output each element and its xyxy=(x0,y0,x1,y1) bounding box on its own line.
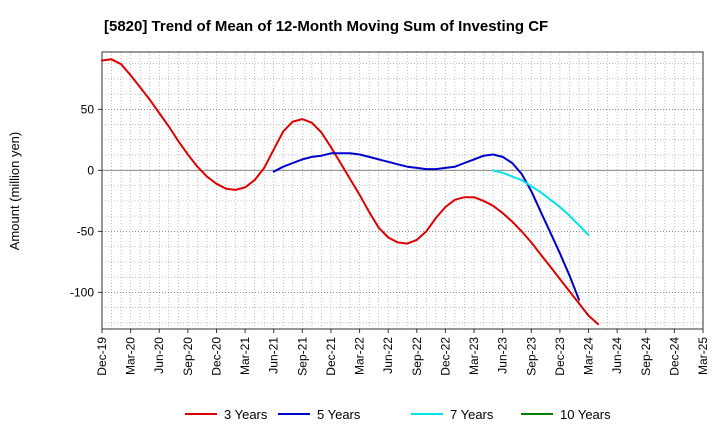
legend-label-7-years: 7 Years xyxy=(450,407,494,422)
x-tick-label: Mar-21 xyxy=(238,337,252,375)
series-line-7-years xyxy=(492,169,590,236)
x-axis: Dec-19 Mar-20 Jun-20 Sep-20 Dec-20 Mar-21 Jun-… xyxy=(95,329,710,376)
x-tick-label: Mar-20 xyxy=(124,337,138,375)
x-tick-label: Dec-20 xyxy=(209,337,223,376)
x-tick-label: Sep-21 xyxy=(295,337,309,376)
x-tick-label: Jun-21 xyxy=(267,337,281,374)
y-tick-label: 50 xyxy=(81,102,95,116)
x-tick-label: Sep-22 xyxy=(410,337,424,376)
series-line-3-years xyxy=(101,58,600,326)
x-tick-label: Dec-19 xyxy=(95,337,109,376)
x-tick-label: Sep-23 xyxy=(524,337,538,376)
x-tick-label: Sep-24 xyxy=(639,337,653,376)
y-tick-label: 0 xyxy=(87,163,94,177)
x-tick-label: Jun-22 xyxy=(381,337,395,374)
y-axis: 50 0 -50 -100 xyxy=(70,102,102,299)
x-tick-label: Mar-22 xyxy=(353,337,367,375)
x-tick-label: Sep-20 xyxy=(181,337,195,376)
plot-area xyxy=(101,51,704,330)
x-tick-label: Dec-23 xyxy=(553,337,567,376)
legend-label-10-years: 10 Years xyxy=(560,407,611,422)
legend: 3 Years 5 Years 7 Years 10 Years xyxy=(185,407,611,422)
x-tick-label: Jun-23 xyxy=(496,337,510,374)
grid xyxy=(102,52,703,329)
chart-title: [5820] Trend of Mean of 12-Month Moving … xyxy=(104,18,548,35)
x-tick-label: Jun-20 xyxy=(152,337,166,374)
series-lines xyxy=(101,58,600,326)
y-tick-label: -50 xyxy=(77,224,95,238)
y-axis-label: Amount (million yen) xyxy=(7,132,22,251)
x-tick-label: Dec-21 xyxy=(324,337,338,376)
x-tick-label: Mar-24 xyxy=(582,337,596,375)
x-tick-label: Dec-22 xyxy=(438,337,452,376)
y-tick-label: -100 xyxy=(70,285,94,299)
legend-label-3-years: 3 Years xyxy=(224,407,268,422)
x-tick-label: Jun-24 xyxy=(610,337,624,374)
legend-label-5-years: 5 Years xyxy=(317,407,361,422)
x-tick-label: Mar-23 xyxy=(467,337,481,375)
x-tick-label: Dec-24 xyxy=(667,337,681,376)
x-tick-label: Mar-25 xyxy=(696,337,710,375)
series-line-5-years xyxy=(272,152,580,301)
